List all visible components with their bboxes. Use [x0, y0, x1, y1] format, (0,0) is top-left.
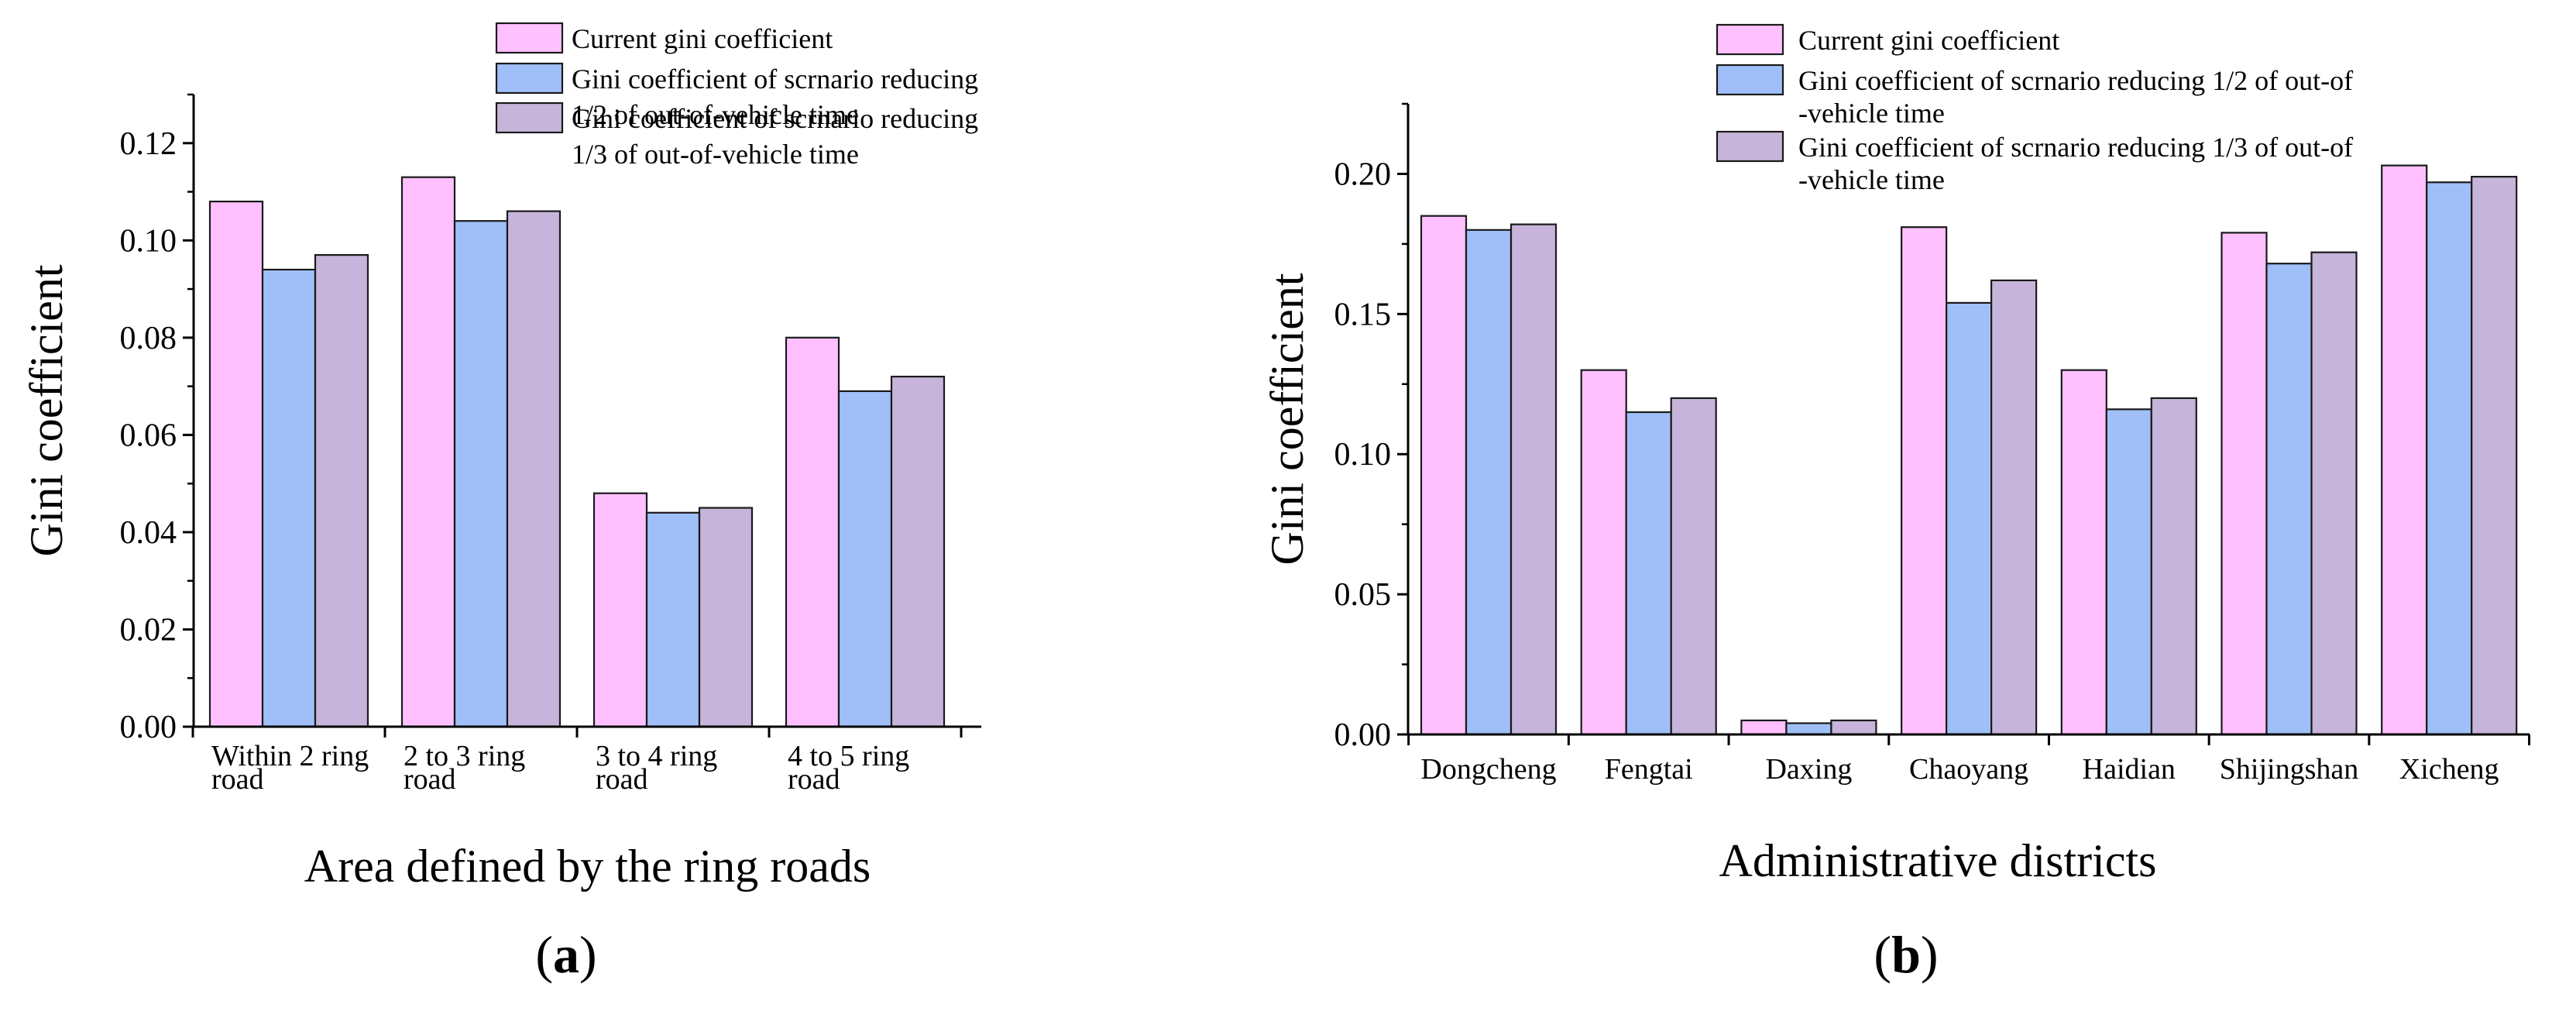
bar-b-series3-cat1	[1510, 223, 1558, 736]
y-tick-label: 0.00	[1334, 717, 1392, 753]
bar-b-series2-cat3	[1785, 722, 1832, 736]
chart-panel-b: Dongcheng Fengtai Daxing Chaoyang Haidian Shi…	[1262, 23, 2531, 984]
x-tick-label: Shijingshan	[2220, 753, 2358, 786]
legend-swatch-a-2	[495, 62, 564, 95]
x-axis-title: Area defined by the ring roads	[304, 841, 871, 892]
legend-label: 1/2 of out-of-vehicle time	[572, 99, 859, 130]
bar-b-series3-cat2	[1670, 397, 1717, 736]
y-axis-title: Gini coefficient	[1262, 273, 1313, 565]
bar-a-series1-cat3	[592, 492, 648, 728]
bar-b-series3-cat7	[2471, 176, 2518, 736]
bar-a-series1-cat4	[785, 336, 840, 728]
bar-a-series3-cat1	[314, 254, 369, 728]
bar-b-series2-cat7	[2426, 181, 2473, 736]
x-tick-label: Fengtai	[1605, 753, 1693, 786]
legend-swatch-b-2	[1716, 64, 1784, 96]
panel-label: (a)	[535, 925, 596, 984]
x-tick-label: Dongcheng	[1420, 753, 1556, 786]
x-tick-label: Xicheng	[2399, 753, 2499, 786]
x-tick-label: road	[788, 763, 840, 796]
legend-label: Current gini coefficient	[1798, 25, 2059, 56]
y-tick-label: 0.15	[1334, 297, 1392, 332]
bar-b-series3-cat3	[1830, 719, 1877, 736]
bar-a-series2-cat3	[645, 511, 701, 728]
bar-b-series1-cat3	[1740, 719, 1788, 736]
y-tick-label: 0.12	[120, 126, 177, 162]
bar-b-series2-cat1	[1465, 229, 1513, 736]
y-tick-label: 0.00	[120, 710, 177, 745]
bar-a-series3-cat2	[506, 210, 562, 728]
x-tick-label: 3 to 4 ring	[596, 740, 717, 772]
bar-b-series2-cat6	[2265, 263, 2313, 736]
bar-b-series3-cat4	[1990, 279, 2038, 736]
y-tick-label: 0.06	[120, 418, 177, 453]
y-axis-title: Gini coefficient	[21, 264, 72, 556]
legend-label: Gini coefficient of scrnario reducing	[572, 64, 978, 95]
bar-a-series3-cat4	[890, 376, 946, 728]
y-tick-label: 0.05	[1334, 577, 1392, 613]
x-tick-label: road	[596, 763, 648, 796]
bar-b-series1-cat6	[2221, 232, 2268, 736]
x-tick-label: Within 2 ring	[211, 740, 369, 772]
legend-label: -vehicle time	[1798, 164, 1945, 195]
legend-label: Gini coefficient of scrnario reducing 1/…	[1798, 65, 2353, 96]
x-tick-label: Haidian	[2083, 753, 2176, 786]
y-tick-label: 0.10	[1334, 437, 1392, 473]
legend-swatch-b-1	[1716, 23, 1784, 56]
x-tick-label: road	[404, 763, 456, 796]
bar-b-series1-cat5	[2060, 369, 2107, 736]
bar-a-series2-cat4	[837, 390, 893, 728]
x-tick-label: road	[211, 763, 264, 796]
panel-label: (b)	[1874, 925, 1938, 984]
bar-a-series3-cat3	[698, 507, 754, 728]
legend-swatch-a-1	[495, 22, 564, 54]
bar-a-series2-cat2	[453, 220, 509, 728]
x-tick-label: 2 to 3 ring	[404, 740, 525, 772]
bar-a-series2-cat1	[261, 268, 317, 728]
legend-swatch-b-3	[1716, 130, 1784, 163]
bar-b-series1-cat2	[1580, 369, 1627, 736]
bar-b-series1-cat4	[1901, 226, 1948, 736]
legend-swatch-a-3	[495, 101, 564, 134]
bar-b-series2-cat4	[1946, 301, 1993, 736]
bar-b-series1-cat7	[2381, 164, 2428, 736]
bar-b-series2-cat2	[1625, 411, 1672, 736]
bar-b-series3-cat6	[2310, 251, 2358, 736]
legend-label: Gini coefficient of scrnario reducing	[572, 103, 978, 134]
y-tick-label: 0.02	[120, 612, 177, 648]
bar-a-series1-cat1	[208, 201, 264, 728]
legend-label: 1/3 of out-of-vehicle time	[572, 139, 859, 170]
bar-b-series1-cat1	[1420, 215, 1468, 736]
y-tick-label: 0.20	[1334, 156, 1392, 192]
panel-letter: b	[1891, 925, 1921, 984]
panel-letter: a	[553, 925, 579, 984]
x-axis-title: Administrative districts	[1719, 835, 2157, 886]
bar-b-series2-cat5	[2105, 408, 2152, 736]
legend-label: Gini coefficient of scrnario reducing 1/…	[1798, 132, 2353, 163]
x-tick-label: 4 to 5 ring	[788, 740, 909, 772]
legend-label: Current gini coefficient	[572, 23, 833, 54]
y-tick-label: 0.10	[120, 223, 177, 259]
y-tick-label: 0.08	[120, 321, 177, 356]
legend-label: -vehicle time	[1798, 98, 1945, 129]
y-tick-label: 0.04	[120, 515, 177, 551]
bar-b-series3-cat5	[2150, 397, 2197, 736]
x-tick-label: Chaoyang	[1909, 753, 2028, 786]
bar-a-series1-cat2	[400, 176, 456, 728]
x-tick-label: Daxing	[1765, 753, 1852, 786]
